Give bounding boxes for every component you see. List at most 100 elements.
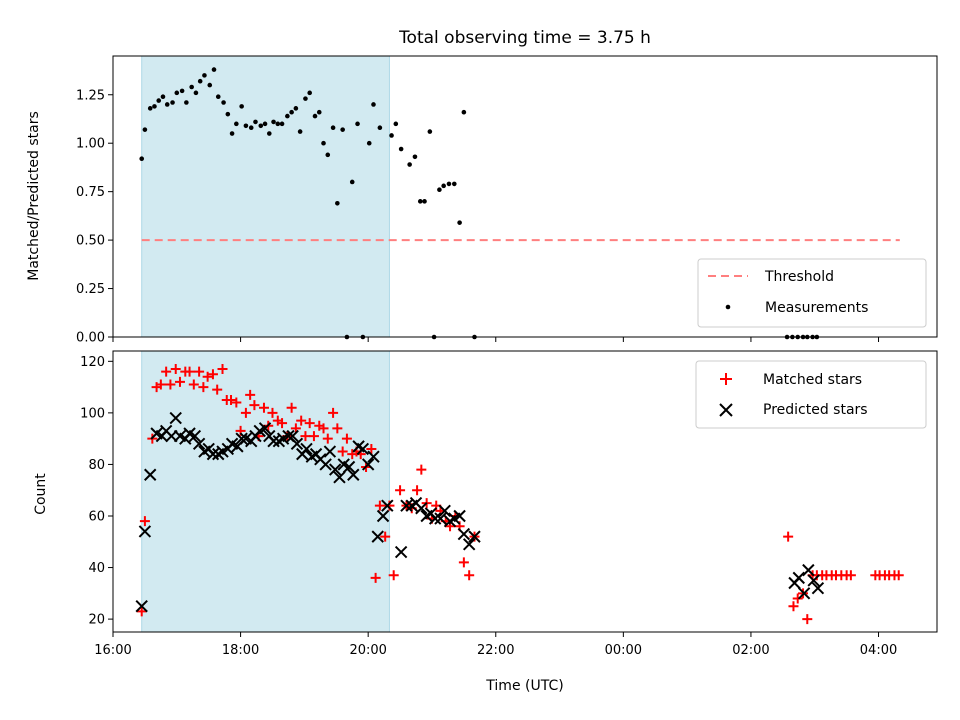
matched-star-point bbox=[304, 418, 315, 429]
measurement-point bbox=[193, 90, 199, 96]
measurement-point bbox=[156, 98, 162, 103]
matched-star-point bbox=[170, 364, 181, 375]
predicted-star-point bbox=[792, 571, 805, 585]
matched-star-point bbox=[328, 407, 339, 418]
y-tick-label: 40 bbox=[88, 561, 105, 576]
matched-star-point bbox=[155, 379, 166, 390]
measurement-point bbox=[275, 121, 281, 127]
matched-star-point bbox=[308, 431, 319, 442]
y-tick-label: 120 bbox=[80, 355, 105, 370]
y-tick-label: 0.50 bbox=[76, 234, 105, 249]
predicted-star-point bbox=[371, 530, 384, 543]
measurement-point bbox=[202, 73, 207, 78]
matched-star-point bbox=[380, 531, 391, 542]
matched-star-point bbox=[226, 394, 237, 405]
y-tick-label: 0.75 bbox=[76, 185, 105, 200]
top-legend: Threshold Measurements bbox=[697, 258, 927, 328]
predicted-star-point bbox=[169, 411, 182, 425]
predicted-star-point bbox=[319, 458, 332, 471]
measurement-point bbox=[325, 152, 331, 158]
measurement-point bbox=[307, 90, 312, 96]
matched-star-point bbox=[366, 443, 377, 454]
predicted-star-point bbox=[434, 512, 447, 525]
measurement-point bbox=[340, 127, 345, 132]
x-tick-label: 00:00 bbox=[605, 643, 642, 658]
matched-star-point bbox=[300, 431, 311, 442]
measurement-point bbox=[271, 119, 276, 125]
predicted-star-point bbox=[323, 445, 337, 458]
measurement-point bbox=[441, 183, 446, 189]
measurement-point bbox=[437, 187, 442, 193]
legend-matched-swatch bbox=[720, 373, 732, 385]
matched-star-point bbox=[258, 402, 269, 413]
measurement-point bbox=[248, 125, 254, 131]
predicted-star-point bbox=[361, 458, 375, 471]
legend-predicted-label: Predicted stars bbox=[763, 402, 868, 418]
predicted-star-point bbox=[376, 509, 390, 523]
bottom-legend: Matched stars Predicted stars bbox=[695, 360, 927, 429]
measurement-point bbox=[215, 94, 221, 99]
matched-star-point bbox=[184, 366, 195, 377]
measurement-point bbox=[461, 109, 467, 115]
measurement-point bbox=[393, 121, 399, 127]
predicted-star-point bbox=[333, 471, 346, 484]
matched-star-point bbox=[194, 366, 205, 377]
measurement-point bbox=[170, 100, 175, 105]
matched-star-point bbox=[165, 379, 176, 390]
matched-star-point bbox=[139, 516, 150, 527]
measurement-point bbox=[355, 121, 360, 127]
matched-star-point bbox=[458, 557, 469, 568]
top-shaded-interval bbox=[141, 55, 390, 338]
matched-star-point bbox=[207, 369, 218, 380]
predicted-star-point bbox=[342, 460, 356, 474]
measurement-point bbox=[451, 181, 457, 187]
matched-star-point bbox=[412, 485, 423, 496]
measurement-point bbox=[243, 123, 249, 129]
matched-star-point bbox=[893, 570, 904, 581]
matched-star-point bbox=[286, 402, 297, 413]
measurement-point bbox=[279, 121, 285, 127]
predicted-star-point bbox=[453, 509, 466, 523]
bottom-panel: 20 40 60 80 100 120 16:00 18:00 20:00 22:00 00:00… bbox=[33, 350, 938, 694]
predicted-star-point bbox=[428, 512, 442, 525]
legend-measurements-swatch bbox=[725, 304, 731, 310]
matched-star-point bbox=[388, 570, 399, 581]
measurement-point bbox=[330, 125, 336, 131]
matched-star-point bbox=[240, 407, 251, 418]
measurement-point bbox=[179, 88, 185, 94]
legend-predicted-swatch bbox=[719, 403, 733, 417]
matched-star-point bbox=[845, 570, 856, 581]
measurement-point bbox=[446, 181, 452, 187]
measurement-point bbox=[417, 199, 423, 204]
legend-matched-label: Matched stars bbox=[763, 372, 862, 388]
measurement-point bbox=[321, 140, 326, 146]
matched-star-point bbox=[174, 376, 185, 387]
predicted-star-point bbox=[347, 468, 360, 481]
matched-star-point bbox=[136, 606, 147, 617]
y-tick-label: 1.25 bbox=[76, 88, 105, 103]
measurement-point bbox=[377, 125, 383, 131]
measurement-point bbox=[147, 106, 153, 111]
measurement-point bbox=[389, 133, 394, 138]
measurement-point bbox=[316, 109, 322, 115]
measurement-point bbox=[197, 78, 203, 84]
x-tick-label: 22:00 bbox=[477, 643, 514, 658]
predicted-star-point bbox=[802, 563, 815, 577]
matched-star-point bbox=[374, 500, 385, 511]
measurement-point bbox=[266, 131, 272, 136]
bottom-y-axis: 20 40 60 80 100 120 bbox=[80, 355, 113, 628]
matched-star-point bbox=[464, 570, 475, 581]
measurement-point bbox=[239, 104, 244, 109]
measurement-point bbox=[139, 156, 145, 162]
matched-star-point bbox=[318, 423, 329, 434]
matched-star-point bbox=[395, 485, 406, 496]
measurement-point bbox=[262, 121, 268, 127]
measurement-point bbox=[211, 67, 217, 72]
measurement-point bbox=[174, 90, 180, 96]
measurement-point bbox=[293, 106, 299, 111]
measurement-point bbox=[164, 102, 170, 107]
bottom-y-label: Count bbox=[33, 473, 49, 515]
y-tick-label: 1.00 bbox=[76, 137, 105, 152]
predicted-star-point bbox=[356, 442, 370, 456]
